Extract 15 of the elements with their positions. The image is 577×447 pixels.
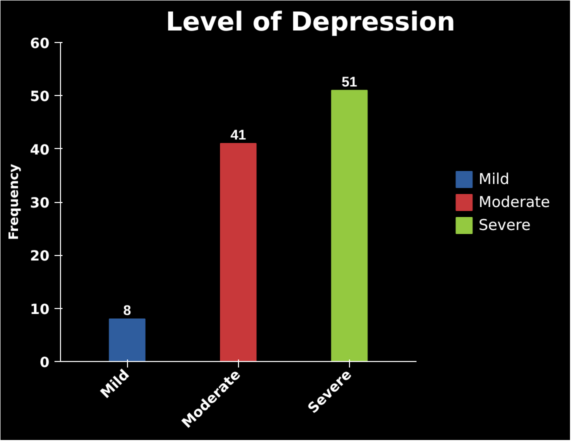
legend-label: Mild bbox=[478, 170, 510, 188]
y-tick-label: 40 bbox=[30, 142, 50, 158]
y-axis-title: Frequency bbox=[7, 163, 22, 240]
data-label: 41 bbox=[230, 126, 246, 143]
y-tick-label: 50 bbox=[30, 89, 50, 106]
y-tick-label: 30 bbox=[30, 196, 50, 212]
data-label: 51 bbox=[342, 73, 358, 90]
chart-title: Level of Depression bbox=[166, 8, 456, 38]
y-tick-label: 20 bbox=[30, 248, 50, 265]
data-label: 8 bbox=[123, 302, 132, 318]
y-tick-label: 60 bbox=[30, 36, 50, 52]
y-tick-label: 10 bbox=[30, 302, 50, 318]
y-tick-label: 0 bbox=[40, 355, 50, 371]
legend-label: Severe bbox=[478, 216, 531, 234]
legend-label: Moderate bbox=[478, 192, 550, 210]
